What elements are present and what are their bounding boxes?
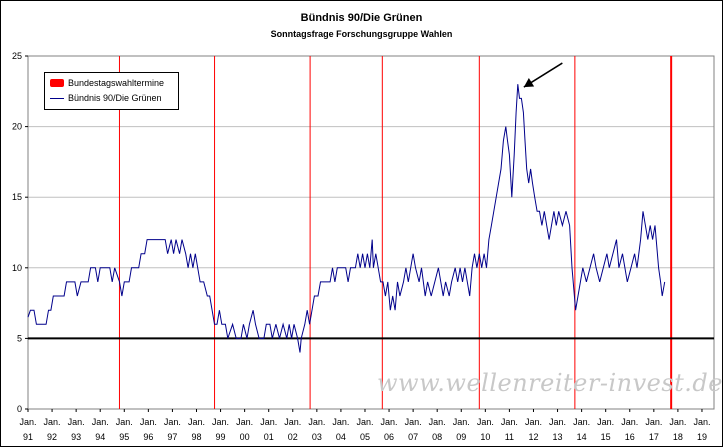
x-tick-label-bottom-8: 99: [216, 432, 226, 442]
x-tick-label-bottom-18: 09: [456, 432, 466, 442]
x-tick-label-top-0: Jan.: [19, 417, 36, 427]
x-tick-label-bottom-25: 16: [625, 432, 635, 442]
plot-border: [27, 55, 715, 410]
x-tick-label-bottom-23: 14: [577, 432, 587, 442]
x-tick-label-top-23: Jan.: [573, 417, 590, 427]
y-tick-label-5: 5: [17, 333, 22, 343]
x-tick-label-bottom-28: 19: [697, 432, 707, 442]
x-tick-label-bottom-3: 94: [95, 432, 105, 442]
x-tick-label-top-19: Jan.: [477, 417, 494, 427]
x-tick-label-top-14: Jan.: [356, 417, 373, 427]
x-tick-label-top-5: Jan.: [140, 417, 157, 427]
x-tick-label-bottom-11: 02: [288, 432, 298, 442]
x-tick-label-bottom-16: 07: [408, 432, 418, 442]
y-tick-label-25: 25: [12, 51, 22, 61]
x-tick-label-top-11: Jan.: [284, 417, 301, 427]
x-tick-label-bottom-26: 17: [649, 432, 659, 442]
x-tick-label-top-9: Jan.: [236, 417, 253, 427]
x-tick-label-bottom-19: 10: [480, 432, 490, 442]
x-tick-label-bottom-0: 91: [23, 432, 33, 442]
y-tick-label-10: 10: [12, 263, 22, 273]
x-tick-label-bottom-22: 13: [553, 432, 563, 442]
x-tick-label-bottom-20: 11: [505, 432, 514, 442]
x-tick-label-top-3: Jan.: [92, 417, 109, 427]
x-tick-label-top-18: Jan.: [453, 417, 470, 427]
x-tick-label-top-26: Jan.: [645, 417, 662, 427]
watermark: www.wellenreiter-invest.de: [377, 369, 723, 397]
x-tick-label-top-24: Jan.: [597, 417, 614, 427]
x-tick-label-bottom-13: 04: [336, 432, 346, 442]
x-tick-label-top-22: Jan.: [549, 417, 566, 427]
x-tick-label-bottom-7: 98: [191, 432, 201, 442]
series-line-0: [27, 84, 666, 353]
chart-subtitle: Sonntagsfrage Forschungsgruppe Wahlen: [270, 29, 453, 39]
x-tick-label-bottom-17: 08: [432, 432, 442, 442]
y-tick-label-20: 20: [12, 122, 22, 132]
x-tick-label-top-20: Jan.: [501, 417, 518, 427]
chart-title: Bündnis 90/Die Grünen: [300, 12, 423, 24]
legend: Bundestagswahltermine Bündnis 90/Die Grü…: [44, 72, 179, 110]
x-tick-label-top-27: Jan.: [669, 417, 686, 427]
x-tick-label-top-21: Jan.: [525, 417, 542, 427]
x-tick-label-bottom-1: 92: [47, 432, 57, 442]
annotation-arrow-head: [523, 78, 535, 88]
x-tick-label-bottom-14: 05: [360, 432, 370, 442]
x-tick-label-bottom-9: 00: [240, 432, 250, 442]
x-tick-label-bottom-15: 06: [384, 432, 394, 442]
x-tick-label-bottom-6: 97: [167, 432, 177, 442]
x-tick-label-bottom-21: 12: [528, 432, 538, 442]
x-tick-label-top-7: Jan.: [188, 417, 205, 427]
legend-label-election-dates: Bundestagswahltermine: [68, 78, 165, 88]
x-tick-label-bottom-12: 03: [312, 432, 322, 442]
x-tick-label-top-25: Jan.: [621, 417, 638, 427]
x-tick-label-top-13: Jan.: [332, 417, 349, 427]
x-tick-label-top-15: Jan.: [381, 417, 398, 427]
x-tick-label-bottom-2: 93: [71, 432, 81, 442]
x-tick-label-bottom-10: 01: [264, 432, 274, 442]
y-tick-label-0: 0: [17, 404, 22, 414]
legend-swatch-election-dates: [50, 79, 64, 87]
x-tick-label-top-2: Jan.: [68, 417, 85, 427]
x-tick-label-top-1: Jan.: [44, 417, 61, 427]
x-tick-label-top-28: Jan.: [693, 417, 710, 427]
x-tick-label-top-12: Jan.: [308, 417, 325, 427]
x-tick-label-bottom-27: 18: [673, 432, 683, 442]
x-tick-label-top-8: Jan.: [212, 417, 229, 427]
legend-label-series: Bündnis 90/Die Grünen: [68, 93, 162, 103]
y-tick-label-15: 15: [12, 192, 22, 202]
x-tick-label-bottom-4: 95: [119, 432, 129, 442]
x-tick-label-top-4: Jan.: [116, 417, 133, 427]
x-tick-label-bottom-24: 15: [601, 432, 611, 442]
x-tick-label-top-10: Jan.: [260, 417, 277, 427]
x-tick-label-top-17: Jan.: [429, 417, 446, 427]
legend-swatch-series: [50, 98, 64, 99]
x-tick-label-bottom-5: 96: [143, 432, 153, 442]
x-tick-label-top-6: Jan.: [164, 417, 181, 427]
x-tick-label-top-16: Jan.: [405, 417, 422, 427]
